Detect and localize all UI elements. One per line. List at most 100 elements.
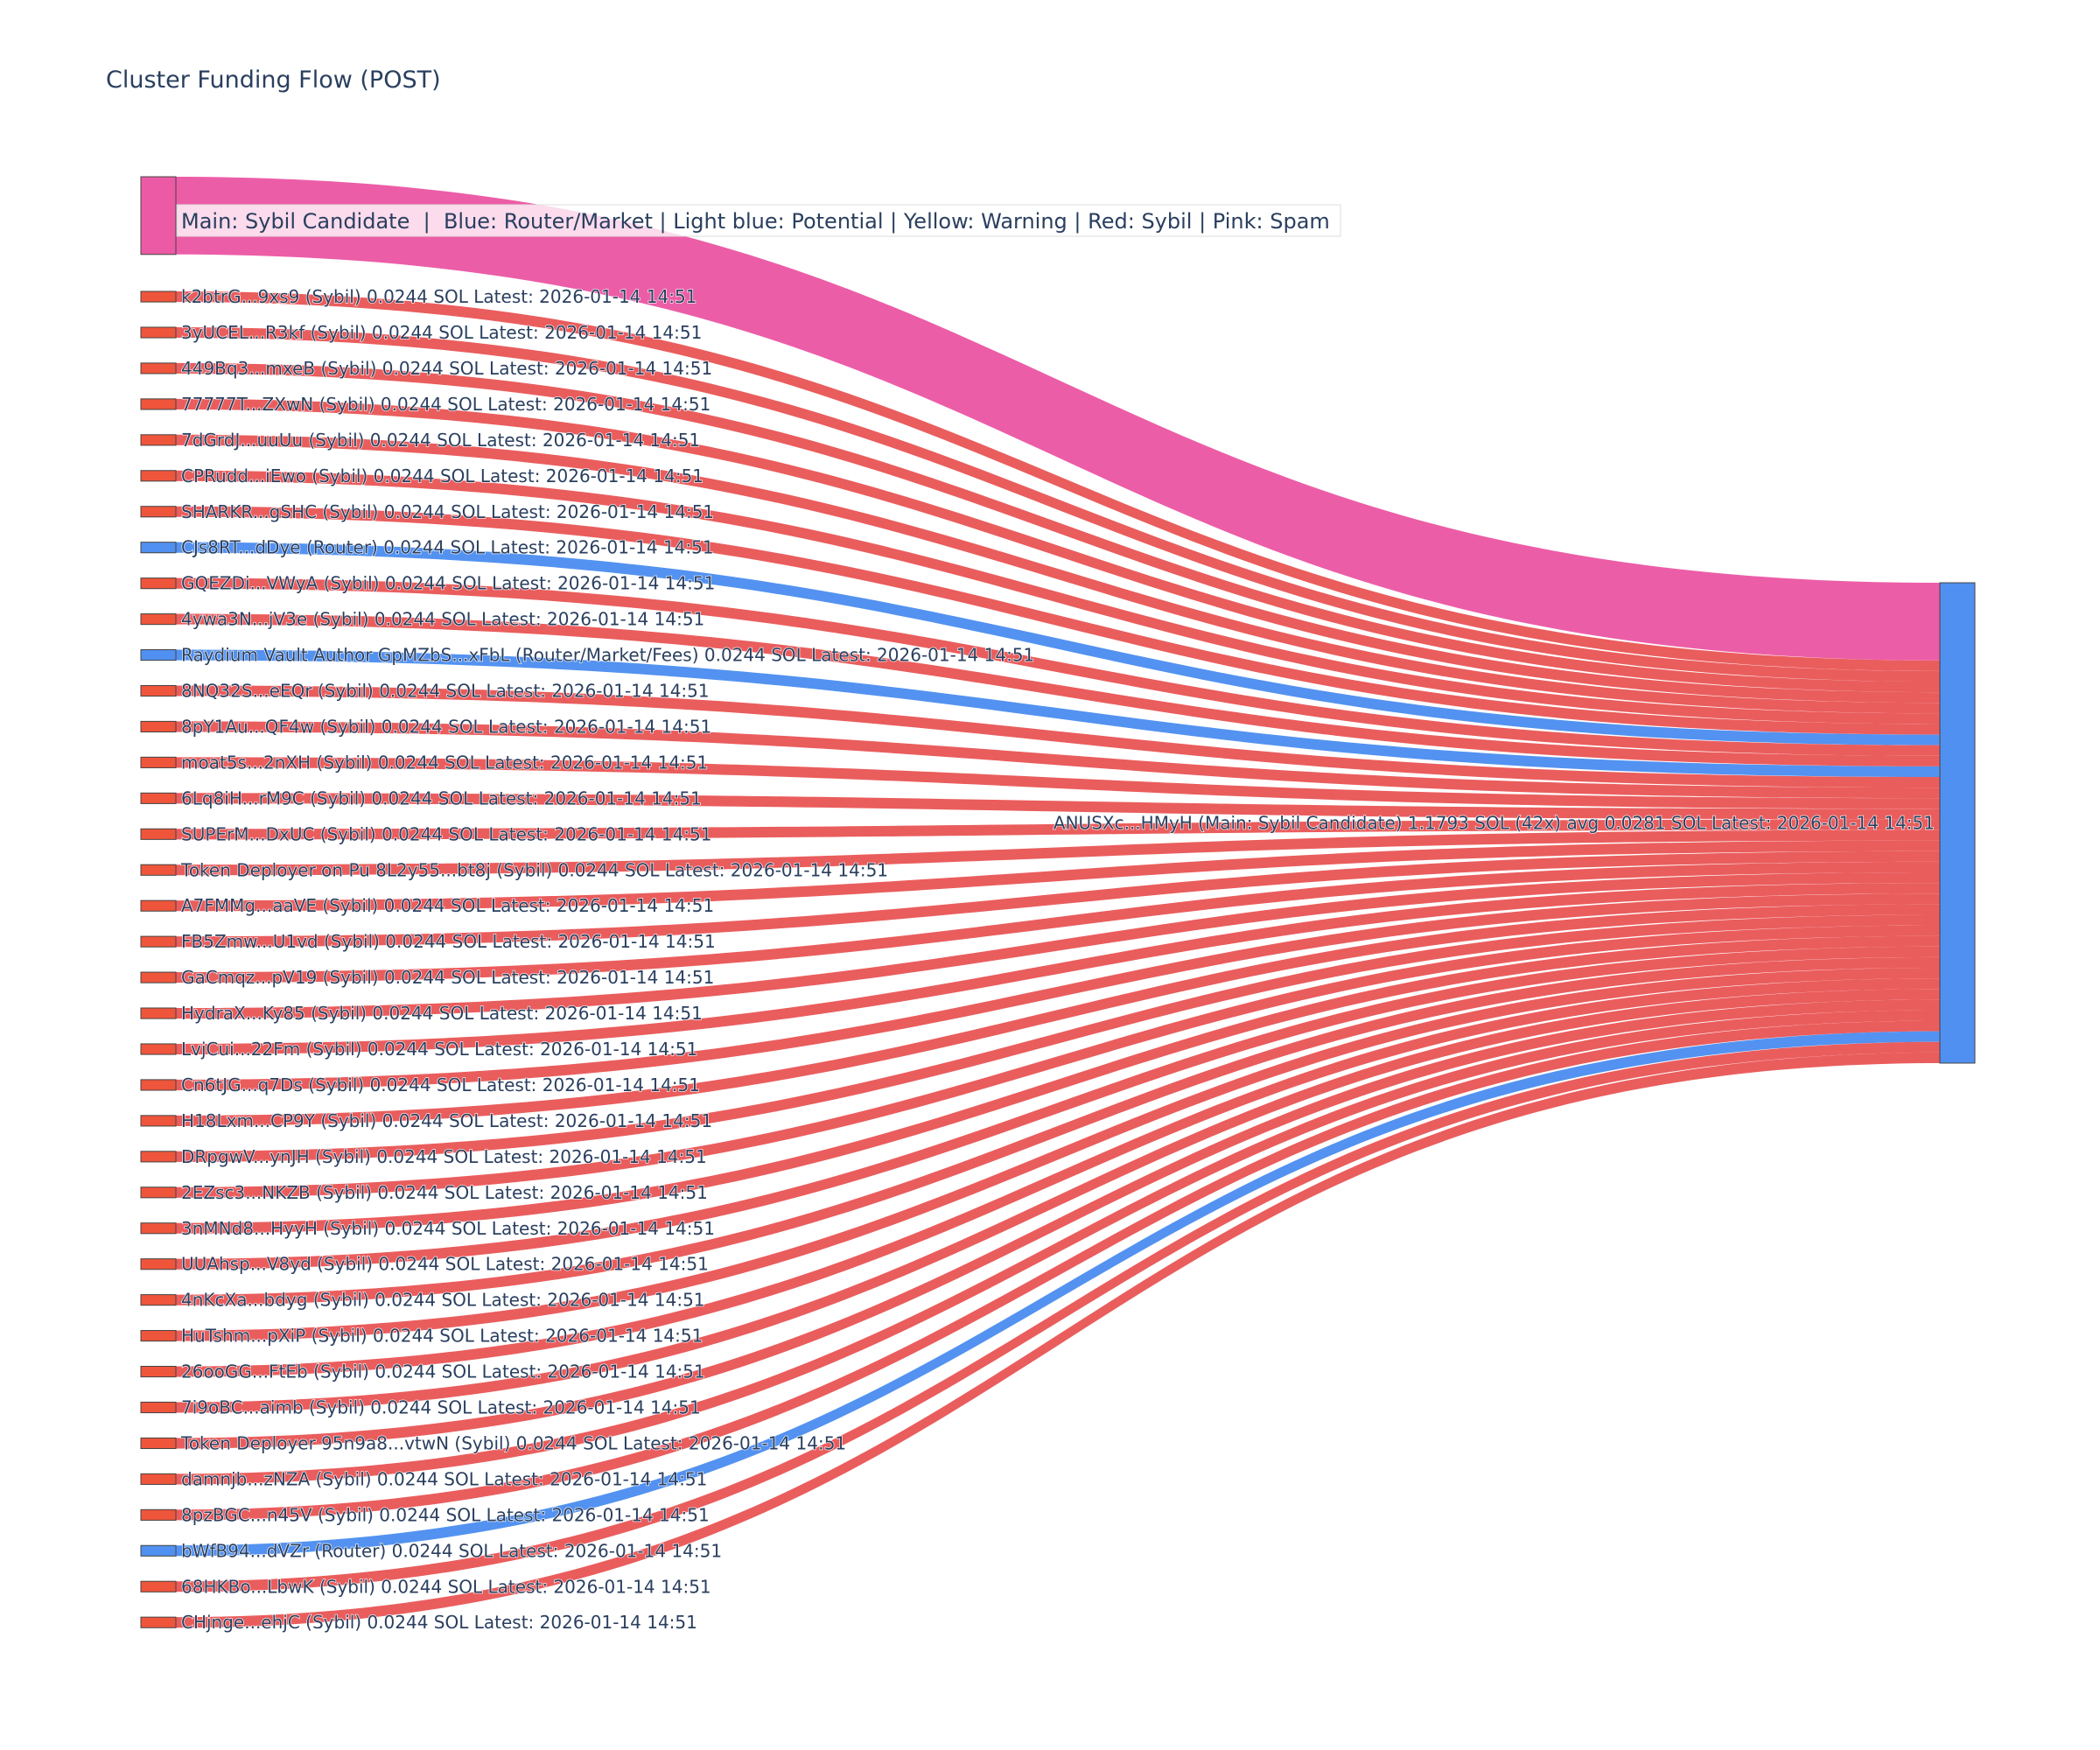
source-label-25: DRpgwV...ynJH (Sybil) 0.0244 SOL Latest:…	[181, 1146, 707, 1167]
source-node-37[interactable]	[140, 1580, 177, 1592]
flow-link-36	[176, 1031, 1940, 1557]
source-label-37: 68HKBo...LbwK (Sybil) 0.0244 SOL Latest:…	[181, 1576, 711, 1597]
source-node-3[interactable]	[140, 362, 177, 374]
source-node-20[interactable]	[140, 971, 177, 984]
source-label-18: A7FMMg...aaVE (Sybil) 0.0244 SOL Latest:…	[181, 895, 714, 916]
source-node-0[interactable]	[140, 176, 177, 256]
flow-link-37	[176, 1041, 1940, 1592]
target-label: ANUSXc...HMyH (Main: Sybil Candidate) 1.…	[1054, 813, 1935, 834]
flow-link-27	[176, 935, 1940, 1234]
flow-link-23	[176, 893, 1940, 1091]
flow-link-17	[176, 830, 1940, 876]
source-node-30[interactable]	[140, 1330, 177, 1342]
source-node-34[interactable]	[140, 1473, 177, 1485]
source-node-14[interactable]	[140, 756, 177, 768]
source-node-28[interactable]	[140, 1258, 177, 1270]
source-label-9: GQEZDi...VWyA (Sybil) 0.0244 SOL Latest:…	[181, 573, 715, 594]
source-node-17[interactable]	[140, 864, 177, 876]
flow-link-2	[176, 326, 1940, 682]
source-node-8[interactable]	[140, 542, 177, 554]
source-label-16: SUPErM...DxUC (Sybil) 0.0244 SOL Latest:…	[181, 823, 711, 844]
source-node-26[interactable]	[140, 1186, 177, 1199]
source-node-38[interactable]	[140, 1616, 177, 1628]
labels-layer: k2btrG...9xs9 (Sybil) 0.0244 SOL Latest:…	[179, 285, 1936, 1634]
source-label-20: GaCmqz...pV19 (Sybil) 0.0244 SOL Latest:…	[181, 967, 714, 988]
source-label-38: CHjnge...ehjC (Sybil) 0.0244 SOL Latest:…	[181, 1612, 697, 1633]
flow-link-18	[176, 840, 1940, 912]
source-node-1[interactable]	[140, 290, 177, 303]
source-node-25[interactable]	[140, 1151, 177, 1163]
source-node-15[interactable]	[140, 792, 177, 804]
flow-link-25	[176, 914, 1940, 1162]
legend: Main: Sybil Candidate | Blue: Router/Mar…	[176, 204, 1341, 237]
source-label-26: 2EZsc3...NKZB (Sybil) 0.0244 SOL Latest:…	[181, 1182, 708, 1203]
source-label-34: damnjb...zNZA (Sybil) 0.0244 SOL Latest:…	[181, 1468, 707, 1489]
source-node-36[interactable]	[140, 1544, 177, 1557]
source-node-2[interactable]	[140, 326, 177, 339]
flow-link-3	[176, 362, 1940, 693]
source-label-12: 8NQ32S...eEQr (Sybil) 0.0244 SOL Latest:…	[181, 681, 710, 702]
source-node-7[interactable]	[140, 506, 177, 518]
source-label-29: 4nKcXa...bdyg (Sybil) 0.0244 SOL Latest:…	[181, 1290, 705, 1311]
source-node-21[interactable]	[140, 1007, 177, 1019]
source-node-18[interactable]	[140, 900, 177, 912]
flow-link-14	[176, 757, 1940, 809]
source-node-10[interactable]	[140, 613, 177, 626]
source-label-7: SHARKR...gSHC (Sybil) 0.0244 SOL Latest:…	[181, 501, 714, 522]
source-node-11[interactable]	[140, 649, 177, 662]
legend-box	[176, 204, 1341, 237]
source-label-23: Cn6tJG...q7Ds (Sybil) 0.0244 SOL Latest:…	[181, 1074, 700, 1096]
flow-link-32	[176, 989, 1940, 1413]
source-node-29[interactable]	[140, 1294, 177, 1306]
source-label-6: CPRudd...iEwo (Sybil) 0.0244 SOL Latest:…	[181, 466, 704, 486]
chart-title: Cluster Funding Flow (POST)	[106, 66, 441, 94]
source-node-33[interactable]	[140, 1437, 177, 1450]
target-node[interactable]	[1939, 582, 1976, 1064]
source-label-4: 77777T...ZXwN (Sybil) 0.0244 SOL Latest:…	[181, 394, 710, 415]
source-label-5: 7dGrdJ...uuUu (Sybil) 0.0244 SOL Latest:…	[181, 430, 700, 451]
source-label-15: 6Lq8iH...rM9C (Sybil) 0.0244 SOL Latest:…	[181, 788, 702, 808]
source-node-31[interactable]	[140, 1366, 177, 1378]
flow-link-7	[176, 506, 1940, 735]
source-label-17: Token Deployer on Pu 8L2y55...bt8j (Sybi…	[180, 859, 888, 880]
source-label-36: bWfB94...dVZr (Router) 0.0244 SOL Latest…	[181, 1540, 722, 1561]
flow-link-9	[176, 578, 1940, 756]
flow-link-24	[176, 904, 1940, 1126]
flow-link-35	[176, 1020, 1940, 1521]
source-label-31: 26ooGG...FtEb (Sybil) 0.0244 SOL Latest:…	[181, 1362, 705, 1382]
source-label-32: 7i9oBC...aimb (Sybil) 0.0244 SOL Latest:…	[181, 1397, 701, 1418]
source-node-4[interactable]	[140, 398, 177, 410]
source-node-27[interactable]	[140, 1222, 177, 1235]
source-node-19[interactable]	[140, 935, 177, 948]
source-node-35[interactable]	[140, 1508, 177, 1521]
source-node-16[interactable]	[140, 828, 177, 840]
source-node-13[interactable]	[140, 720, 177, 733]
flow-link-11	[176, 649, 1940, 778]
source-node-12[interactable]	[140, 684, 177, 697]
flow-link-21	[176, 872, 1940, 1019]
source-node-9[interactable]	[140, 578, 177, 590]
flow-link-12	[176, 685, 1940, 788]
flow-link-22	[176, 883, 1940, 1055]
flow-link-38	[176, 1052, 1940, 1628]
flow-link-5	[176, 434, 1940, 714]
source-label-22: LvjCui...22Fm (Sybil) 0.0244 SOL Latest:…	[181, 1039, 697, 1060]
source-node-23[interactable]	[140, 1079, 177, 1091]
source-node-24[interactable]	[140, 1115, 177, 1127]
source-label-30: HuTshm...pXiP (Sybil) 0.0244 SOL Latest:…	[181, 1326, 703, 1347]
source-label-24: H18Lxm...CP9Y (Sybil) 0.0244 SOL Latest:…	[181, 1110, 712, 1131]
nodes-layer	[140, 176, 1976, 1628]
flow-link-13	[176, 721, 1940, 799]
flow-link-20	[176, 861, 1940, 984]
source-node-22[interactable]	[140, 1043, 177, 1055]
source-label-35: 8pzBGC...n45V (Sybil) 0.0244 SOL Latest:…	[181, 1504, 710, 1525]
flow-link-33	[176, 999, 1940, 1449]
source-node-6[interactable]	[140, 470, 177, 482]
flow-link-31	[176, 978, 1940, 1377]
flow-link-19	[176, 850, 1940, 948]
source-label-28: UUAhsp...V8yd (Sybil) 0.0244 SOL Latest:…	[181, 1254, 709, 1275]
flow-link-8	[176, 542, 1940, 746]
source-node-32[interactable]	[140, 1401, 177, 1414]
source-label-19: FB5Zmw...U1vd (Sybil) 0.0244 SOL Latest:…	[181, 931, 716, 952]
source-node-5[interactable]	[140, 434, 177, 446]
